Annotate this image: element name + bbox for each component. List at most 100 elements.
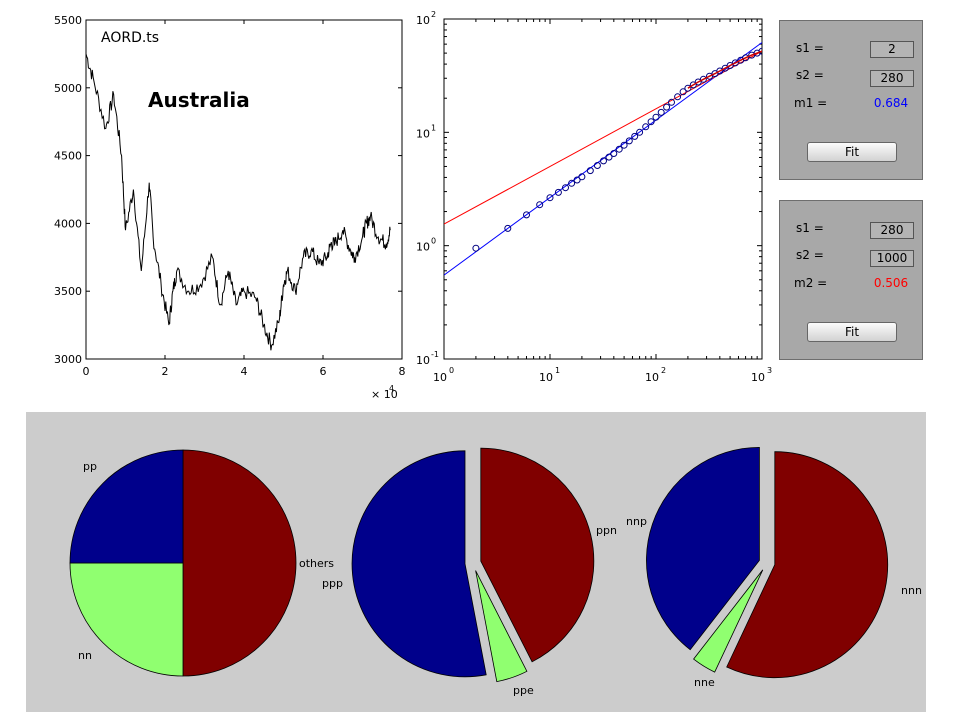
- data-point: [742, 54, 750, 62]
- pie-label-others: others: [299, 557, 334, 570]
- data-point: [679, 88, 687, 96]
- x-tick-label: 10: [433, 371, 447, 384]
- data-point: [636, 128, 644, 136]
- m2-label: m2 =: [794, 276, 828, 290]
- data-point: [731, 59, 739, 67]
- pie-slice-nne: [693, 569, 764, 673]
- data-point: [568, 179, 576, 187]
- data-point: [657, 108, 665, 116]
- y-tick-label: 4500: [54, 150, 82, 163]
- fit-panel-1: s1 = 2 s2 = 280 m1 = 0.684 Fit: [779, 20, 923, 180]
- x-tick-exponent: 0: [449, 366, 454, 375]
- x-tick-label: 10: [539, 371, 553, 384]
- x-tick-exponent: 1: [555, 366, 560, 375]
- y-tick-label: 10: [416, 127, 430, 140]
- data-point: [615, 145, 623, 153]
- x-tick-label: 2: [162, 365, 169, 378]
- upper-range-trace: [687, 50, 762, 89]
- pie-charts: others nn pp ppn ppe ppp nnn nne nnp: [69, 446, 922, 697]
- pie-slice-nnn: [726, 451, 889, 679]
- chart-title: AORD.ts: [101, 30, 159, 46]
- data-point: [586, 167, 594, 175]
- pie-slice-pp: [69, 449, 184, 564]
- x-tick-label: 6: [320, 365, 327, 378]
- fit-line-red: [444, 50, 762, 225]
- pie-slice-ppn: [480, 447, 595, 663]
- y-tick-exponent: 2: [431, 10, 436, 19]
- data-point: [504, 224, 512, 232]
- data-point: [647, 118, 655, 126]
- y-tick-exponent: 0: [431, 237, 436, 246]
- data-point: [546, 194, 554, 202]
- data-point: [536, 201, 544, 209]
- data-point: [699, 75, 707, 83]
- pie-slice-nnp: [646, 446, 760, 651]
- pie-slice-nn: [69, 562, 184, 677]
- x-tick-label: 0: [83, 365, 90, 378]
- x-tick-label: 8: [399, 365, 406, 378]
- data-point: [625, 137, 633, 145]
- data-point: [578, 173, 586, 181]
- s2-label: s2 =: [796, 68, 824, 82]
- fit-button-1[interactable]: Fit: [807, 142, 897, 162]
- pie-label-nnn: nnn: [901, 584, 922, 597]
- data-point: [562, 184, 569, 192]
- plot-area: [444, 42, 762, 276]
- s1-input[interactable]: 280: [870, 222, 914, 239]
- data-point: [631, 132, 639, 140]
- pie-slice-others: [182, 449, 297, 677]
- pie-label-pp: pp: [83, 460, 97, 473]
- data-point: [716, 67, 724, 75]
- data-point: [600, 157, 607, 165]
- pie-label-nn: nn: [78, 649, 92, 662]
- y-tick-label: 3000: [54, 353, 82, 366]
- plot-frame: [85, 19, 403, 360]
- pie-label-nnp: nnp: [626, 515, 647, 528]
- plot-frame: [443, 18, 763, 360]
- pie-charts-panel: others nn pp ppn ppe ppp nnn nne nnp: [26, 412, 926, 712]
- m2-value: 0.506: [873, 276, 909, 290]
- chart-annotation: Australia: [148, 88, 250, 112]
- data-point: [610, 150, 618, 157]
- m1-label: m1 =: [794, 96, 828, 110]
- y-tick-exponent: 1: [431, 123, 436, 132]
- x-tick-exponent: 2: [661, 366, 666, 375]
- y-tick-label: 3500: [54, 285, 82, 298]
- x-multiplier-exponent: 4: [389, 384, 394, 393]
- data-point: [758, 47, 762, 55]
- y-tick-label: 4000: [54, 217, 82, 230]
- data-point: [593, 162, 601, 169]
- data-point: [674, 93, 682, 101]
- pie-label-ppe: ppe: [513, 684, 534, 697]
- data-point: [652, 113, 660, 121]
- data-point: [620, 141, 628, 149]
- x-multiplier: × 10: [371, 388, 398, 401]
- x-tick-label: 10: [645, 371, 659, 384]
- fit-panel-2: s1 = 280 s2 = 1000 m2 = 0.506 Fit: [779, 200, 923, 360]
- x-tick-exponent: 3: [767, 366, 772, 375]
- s2-input[interactable]: 280: [870, 70, 914, 87]
- fit-button-2[interactable]: Fit: [807, 322, 897, 342]
- x-tick-label: 10: [751, 371, 765, 384]
- s1-input[interactable]: 2: [870, 41, 914, 58]
- data-point: [706, 72, 713, 80]
- y-tick-label: 10: [416, 14, 430, 27]
- data-point: [523, 211, 530, 219]
- pie-slice-ppp: [351, 450, 487, 678]
- y-tick-label: 10: [416, 354, 430, 367]
- data-point: [642, 123, 650, 131]
- m1-value: 0.684: [873, 96, 909, 110]
- y-tick-exponent: -1: [431, 350, 439, 359]
- x-tick-label: 4: [241, 365, 248, 378]
- pie-label-ppn: ppn: [596, 524, 617, 537]
- s2-input[interactable]: 1000: [870, 250, 914, 267]
- data-point: [605, 153, 613, 161]
- pie-slice-ppe: [475, 570, 528, 683]
- y-tick-label: 5000: [54, 82, 82, 95]
- data-point: [554, 188, 562, 196]
- data-point: [573, 176, 581, 184]
- s1-label: s1 =: [796, 221, 824, 235]
- s2-label: s2 =: [796, 248, 824, 262]
